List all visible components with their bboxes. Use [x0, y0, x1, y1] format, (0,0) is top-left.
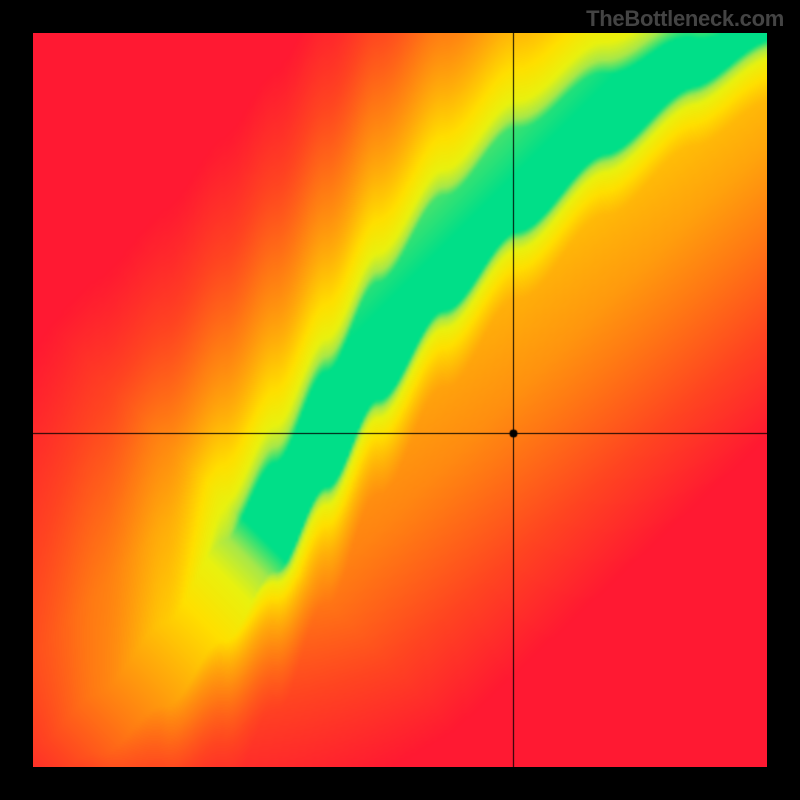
watermark-text: TheBottleneck.com — [586, 6, 784, 32]
chart-frame: TheBottleneck.com — [0, 0, 800, 800]
crosshair-overlay — [33, 33, 767, 767]
